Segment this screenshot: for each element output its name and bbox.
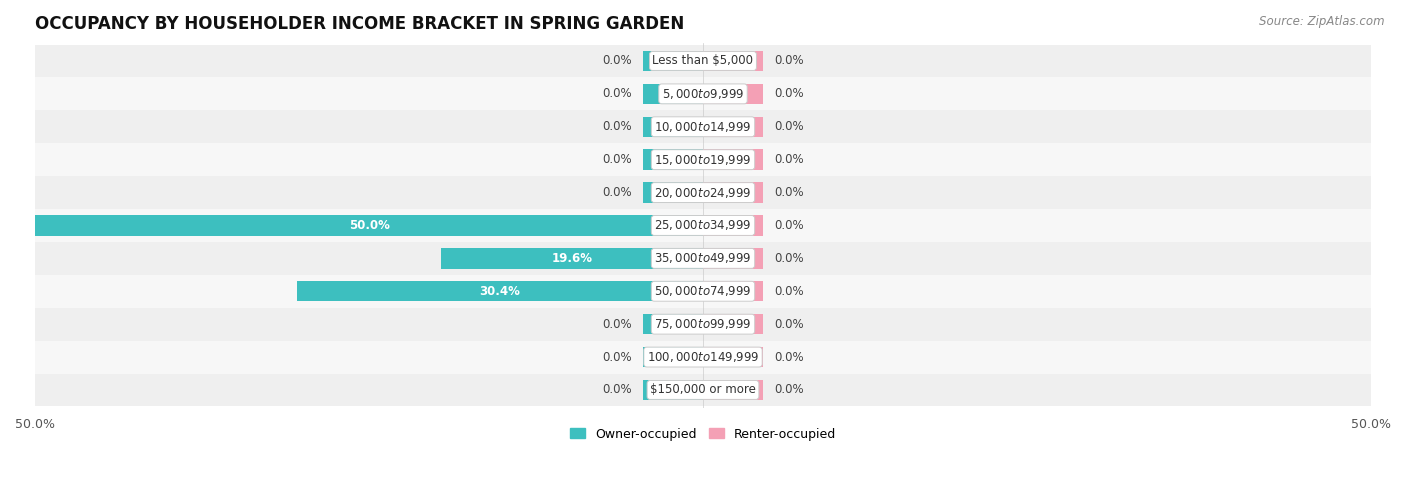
Text: $75,000 to $99,999: $75,000 to $99,999 bbox=[654, 317, 752, 331]
Text: 0.0%: 0.0% bbox=[773, 186, 803, 199]
Bar bbox=[297, 281, 703, 301]
Text: Source: ZipAtlas.com: Source: ZipAtlas.com bbox=[1260, 15, 1385, 28]
Text: $35,000 to $49,999: $35,000 to $49,999 bbox=[654, 251, 752, 265]
Bar bbox=[35, 215, 703, 236]
Bar bbox=[703, 117, 763, 137]
Text: 0.0%: 0.0% bbox=[773, 285, 803, 298]
Bar bbox=[35, 374, 1371, 406]
Text: Less than $5,000: Less than $5,000 bbox=[652, 54, 754, 68]
Text: 0.0%: 0.0% bbox=[603, 54, 633, 68]
Text: $50,000 to $74,999: $50,000 to $74,999 bbox=[654, 284, 752, 298]
Bar bbox=[35, 275, 1371, 308]
Bar bbox=[643, 51, 703, 71]
Bar bbox=[643, 314, 703, 334]
Text: 0.0%: 0.0% bbox=[773, 252, 803, 265]
Text: 0.0%: 0.0% bbox=[773, 87, 803, 101]
Bar bbox=[643, 182, 703, 203]
Text: $10,000 to $14,999: $10,000 to $14,999 bbox=[654, 120, 752, 134]
Bar bbox=[703, 51, 763, 71]
Text: 50.0%: 50.0% bbox=[349, 219, 389, 232]
Bar bbox=[35, 308, 1371, 341]
Bar bbox=[703, 314, 763, 334]
Text: 0.0%: 0.0% bbox=[603, 120, 633, 133]
Text: 0.0%: 0.0% bbox=[773, 350, 803, 364]
Text: 19.6%: 19.6% bbox=[551, 252, 592, 265]
Bar bbox=[35, 45, 1371, 77]
Bar bbox=[703, 215, 763, 236]
Bar bbox=[703, 281, 763, 301]
Text: 0.0%: 0.0% bbox=[603, 318, 633, 330]
Bar bbox=[703, 248, 763, 269]
Text: 0.0%: 0.0% bbox=[603, 186, 633, 199]
Text: 0.0%: 0.0% bbox=[773, 219, 803, 232]
Text: 0.0%: 0.0% bbox=[773, 153, 803, 166]
Bar bbox=[35, 242, 1371, 275]
Bar bbox=[35, 143, 1371, 176]
Text: 0.0%: 0.0% bbox=[603, 350, 633, 364]
Bar bbox=[643, 347, 703, 367]
Text: 30.4%: 30.4% bbox=[479, 285, 520, 298]
Text: $5,000 to $9,999: $5,000 to $9,999 bbox=[662, 87, 744, 101]
Bar bbox=[703, 84, 763, 104]
Text: $150,000 or more: $150,000 or more bbox=[650, 383, 756, 397]
Text: 0.0%: 0.0% bbox=[603, 153, 633, 166]
Text: OCCUPANCY BY HOUSEHOLDER INCOME BRACKET IN SPRING GARDEN: OCCUPANCY BY HOUSEHOLDER INCOME BRACKET … bbox=[35, 15, 685, 33]
Bar bbox=[441, 248, 703, 269]
Text: 0.0%: 0.0% bbox=[603, 87, 633, 101]
Bar bbox=[35, 341, 1371, 374]
Legend: Owner-occupied, Renter-occupied: Owner-occupied, Renter-occupied bbox=[565, 423, 841, 446]
Bar bbox=[643, 117, 703, 137]
Bar bbox=[35, 209, 1371, 242]
Bar bbox=[643, 380, 703, 400]
Text: 0.0%: 0.0% bbox=[603, 383, 633, 397]
Bar bbox=[703, 150, 763, 170]
Bar bbox=[35, 176, 1371, 209]
Text: $15,000 to $19,999: $15,000 to $19,999 bbox=[654, 153, 752, 167]
Bar bbox=[643, 84, 703, 104]
Text: 0.0%: 0.0% bbox=[773, 318, 803, 330]
Bar bbox=[703, 380, 763, 400]
Bar bbox=[703, 182, 763, 203]
Bar bbox=[35, 110, 1371, 143]
Text: $25,000 to $34,999: $25,000 to $34,999 bbox=[654, 219, 752, 232]
Bar bbox=[643, 150, 703, 170]
Text: 0.0%: 0.0% bbox=[773, 383, 803, 397]
Text: $100,000 to $149,999: $100,000 to $149,999 bbox=[647, 350, 759, 364]
Bar bbox=[703, 347, 763, 367]
Text: 0.0%: 0.0% bbox=[773, 54, 803, 68]
Text: $20,000 to $24,999: $20,000 to $24,999 bbox=[654, 186, 752, 200]
Bar bbox=[35, 77, 1371, 110]
Text: 0.0%: 0.0% bbox=[773, 120, 803, 133]
